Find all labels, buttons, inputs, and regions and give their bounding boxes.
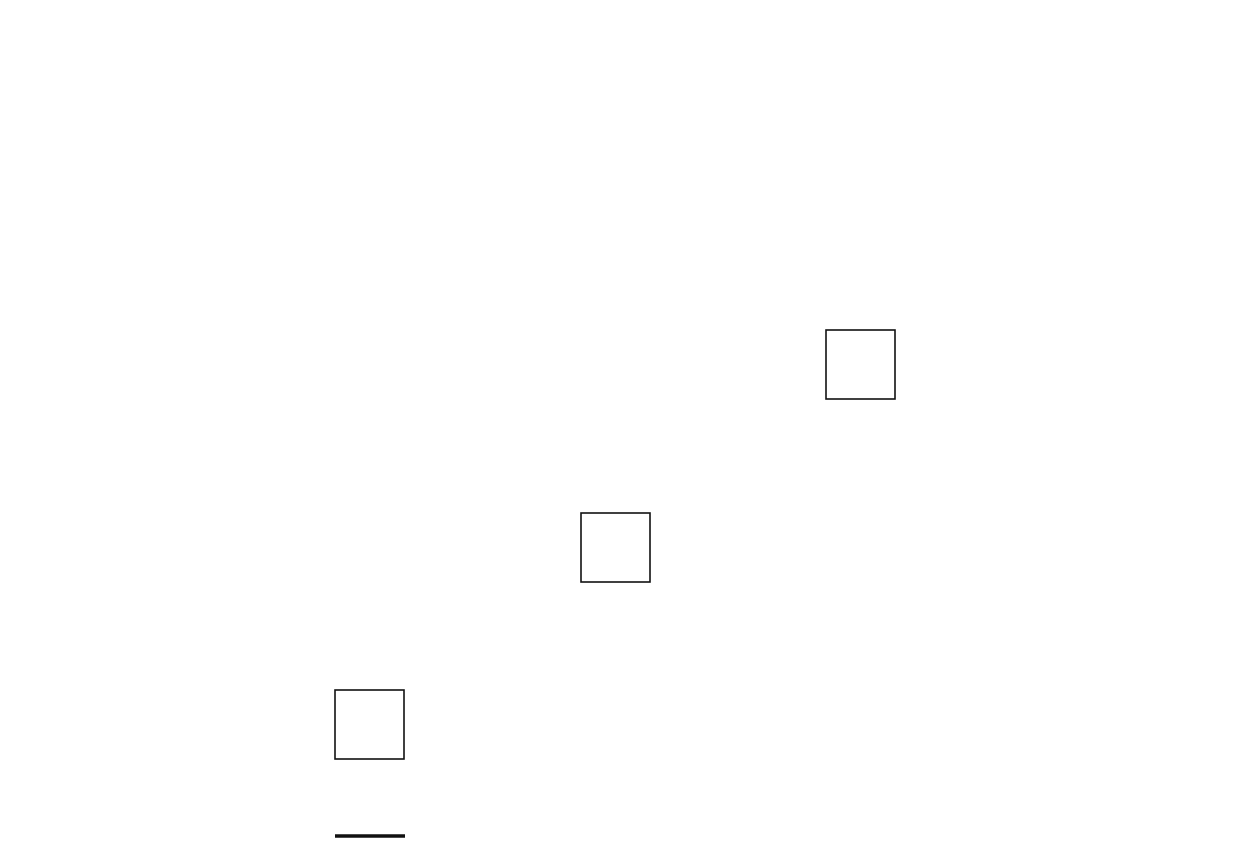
station-b-box bbox=[580, 512, 651, 583]
station-c-box bbox=[825, 329, 896, 400]
station-a-box bbox=[334, 689, 405, 760]
